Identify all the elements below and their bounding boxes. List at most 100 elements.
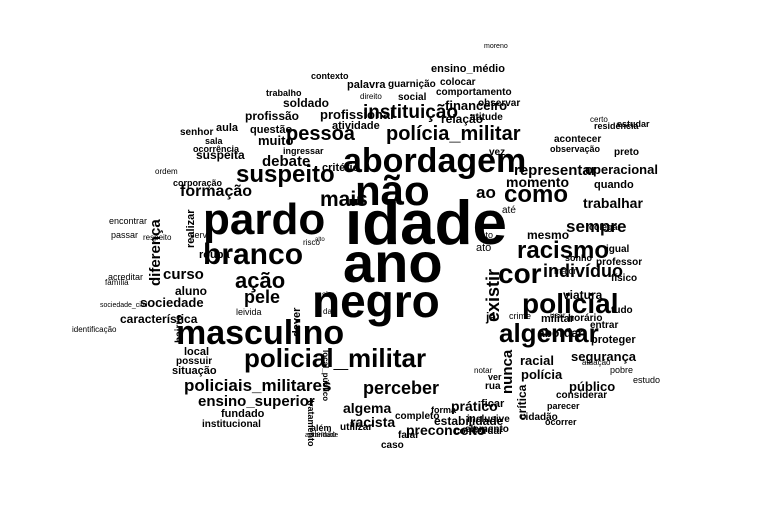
word: sociedade: [140, 295, 204, 310]
word: financeiro: [445, 98, 508, 113]
word: mais: [320, 188, 368, 211]
word: profissão: [245, 109, 300, 123]
word: atuação: [582, 358, 611, 367]
word: parecer: [547, 401, 580, 411]
word: concordar: [454, 426, 503, 437]
word: momento: [506, 174, 569, 190]
word: prático: [451, 398, 498, 414]
word: situação: [172, 365, 217, 377]
word: físico: [611, 273, 638, 284]
word: moreno: [484, 43, 508, 50]
word: realizar: [185, 209, 197, 248]
word: horário: [568, 313, 603, 324]
word: pessoa: [286, 123, 355, 145]
word: soldado: [283, 96, 330, 110]
word: racista: [350, 414, 396, 430]
word: entrar: [590, 320, 619, 331]
word: pardo: [203, 195, 326, 244]
word: como: [504, 181, 569, 208]
word: característica: [120, 312, 198, 326]
word: contexto: [311, 71, 349, 81]
word: trabalho: [266, 88, 302, 98]
word: sociedade_civil: [100, 302, 148, 309]
word: diferença: [147, 219, 164, 286]
word: acreditar: [108, 272, 144, 282]
word: senhor: [180, 127, 214, 138]
word: forma: [431, 405, 457, 415]
word: algema: [343, 400, 392, 416]
word: caso: [381, 440, 404, 451]
word: algemar: [499, 318, 599, 348]
word: estabilidade: [434, 414, 504, 428]
word: suspeito: [236, 161, 335, 188]
word: residência: [594, 121, 639, 131]
word: estudo: [633, 375, 661, 385]
word: policial: [522, 288, 619, 319]
word: guarnição: [388, 79, 436, 90]
word: polícia_militar: [386, 123, 521, 145]
word: atitude: [470, 112, 503, 123]
word: risco: [303, 238, 320, 247]
word: ocorrer: [545, 417, 577, 427]
word: professor: [596, 257, 643, 268]
word: representar: [514, 162, 597, 179]
word: ingressar: [283, 146, 324, 156]
word: ao: [476, 183, 496, 202]
word: muito: [258, 133, 294, 148]
word: possuir: [176, 356, 213, 367]
word: alemão: [310, 430, 337, 439]
word: colocar: [440, 77, 476, 88]
word: crime: [509, 311, 531, 321]
word: ver: [488, 372, 502, 382]
word: pele: [244, 287, 281, 307]
word: identificação: [72, 325, 117, 334]
word: estudar: [617, 119, 650, 129]
word: suspeita: [196, 148, 245, 162]
word: público: [569, 379, 616, 394]
word: fato: [478, 230, 494, 240]
word: rua: [485, 381, 501, 392]
word: leivida: [236, 307, 262, 317]
word: policiais_militares: [184, 376, 332, 395]
word: trabalhar: [583, 195, 643, 211]
word: utilizar: [340, 422, 373, 433]
word: quando: [594, 179, 634, 191]
word: cidadão: [520, 412, 558, 423]
word: masculino: [176, 314, 345, 352]
word: idade: [345, 189, 507, 258]
word: servir: [190, 230, 212, 240]
word: curso: [163, 266, 204, 283]
word: branco: [203, 238, 304, 271]
word: até: [502, 205, 516, 216]
word: viatura: [563, 288, 603, 302]
word: palavra: [347, 79, 386, 91]
word: ação: [235, 268, 286, 293]
word: passar: [111, 230, 139, 240]
word: ensino_superior: [198, 393, 315, 410]
word: tudo: [611, 305, 633, 316]
word: racismo: [517, 237, 610, 264]
word: inclusive: [467, 414, 510, 425]
word: já: [486, 310, 497, 324]
word: perceber: [363, 378, 440, 398]
word: alto: [315, 237, 325, 243]
word: usar: [550, 311, 566, 320]
word: indivíduo: [543, 261, 623, 281]
word: abordar: [538, 326, 583, 340]
word: observar: [478, 98, 521, 109]
word: direito: [360, 92, 382, 101]
word: racial: [520, 353, 554, 368]
word: ano: [343, 231, 443, 294]
word: ordem: [155, 167, 178, 176]
word: institucional: [202, 419, 261, 430]
word: notar: [474, 366, 493, 375]
word: preconceito: [406, 422, 486, 438]
word: abordagem: [343, 142, 527, 180]
word: considerar: [556, 390, 608, 401]
word: instituição: [363, 102, 459, 123]
word: local: [184, 346, 210, 358]
word: ocorrência: [193, 144, 240, 154]
word: acontecer: [554, 134, 602, 145]
word: sonho: [565, 253, 592, 263]
word: dever: [291, 307, 303, 337]
